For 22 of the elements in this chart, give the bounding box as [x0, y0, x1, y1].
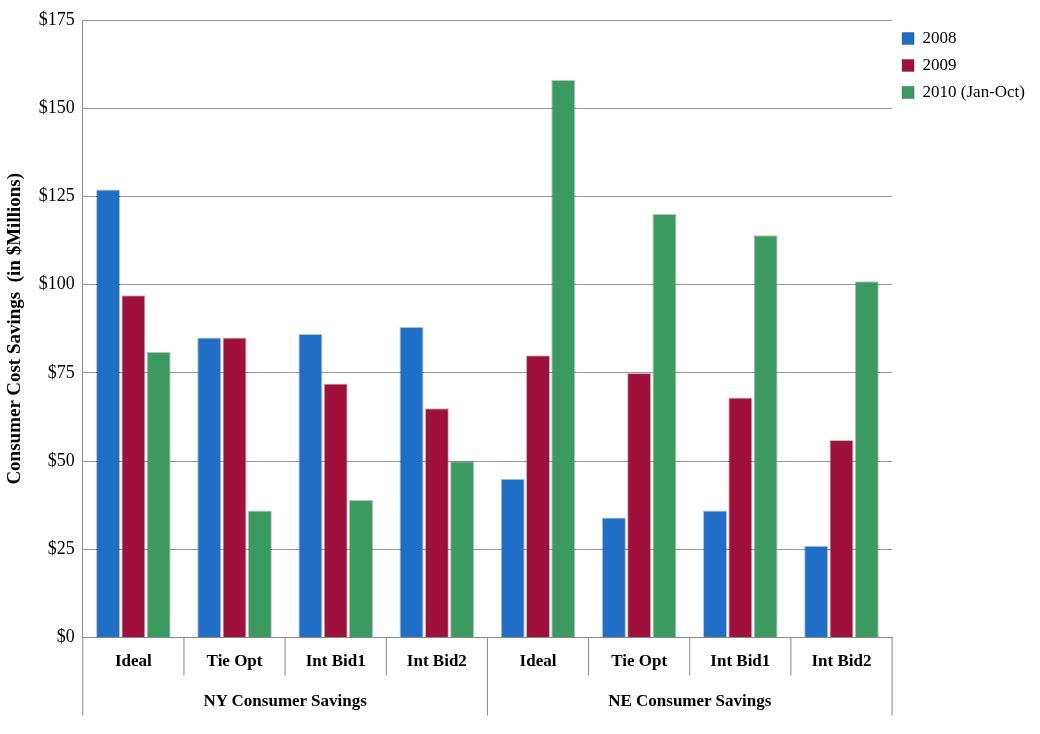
x-tick-label: Ideal — [114, 651, 153, 671]
text: NE Consumer Savings — [608, 690, 772, 710]
x-tick-label: Tie Opt — [611, 651, 668, 671]
text: NY Consumer Savings — [203, 690, 368, 710]
y-tick-label: $50 — [47, 449, 75, 470]
y-tick-label: $150 — [38, 96, 75, 117]
x-tick-label: Int Bid2 — [811, 651, 872, 671]
x-tick-label: Tie Opt — [206, 651, 263, 671]
y-axis-title: Consumer Cost Savings (in $Millions) — [3, 173, 26, 485]
legend-label: 2010 (Jan-Oct) — [922, 81, 1026, 101]
x-tick-label: Int Bid2 — [406, 651, 467, 671]
x-tick-label: Int Bid1 — [305, 651, 366, 671]
y-tick-label: $125 — [38, 185, 75, 206]
y-tick-label: $175 — [38, 8, 75, 29]
legend-label: 2009 — [922, 54, 957, 74]
y-tick-label: $25 — [47, 538, 75, 559]
x-tick-label: Ideal — [519, 651, 557, 671]
y-tick-label: $100 — [38, 273, 75, 294]
y-tick-label: $0 — [56, 626, 75, 647]
y-tick-label: $75 — [47, 361, 75, 382]
x-tick-label: Int Bid1 — [710, 651, 771, 671]
legend-label: 2008 — [922, 27, 957, 47]
